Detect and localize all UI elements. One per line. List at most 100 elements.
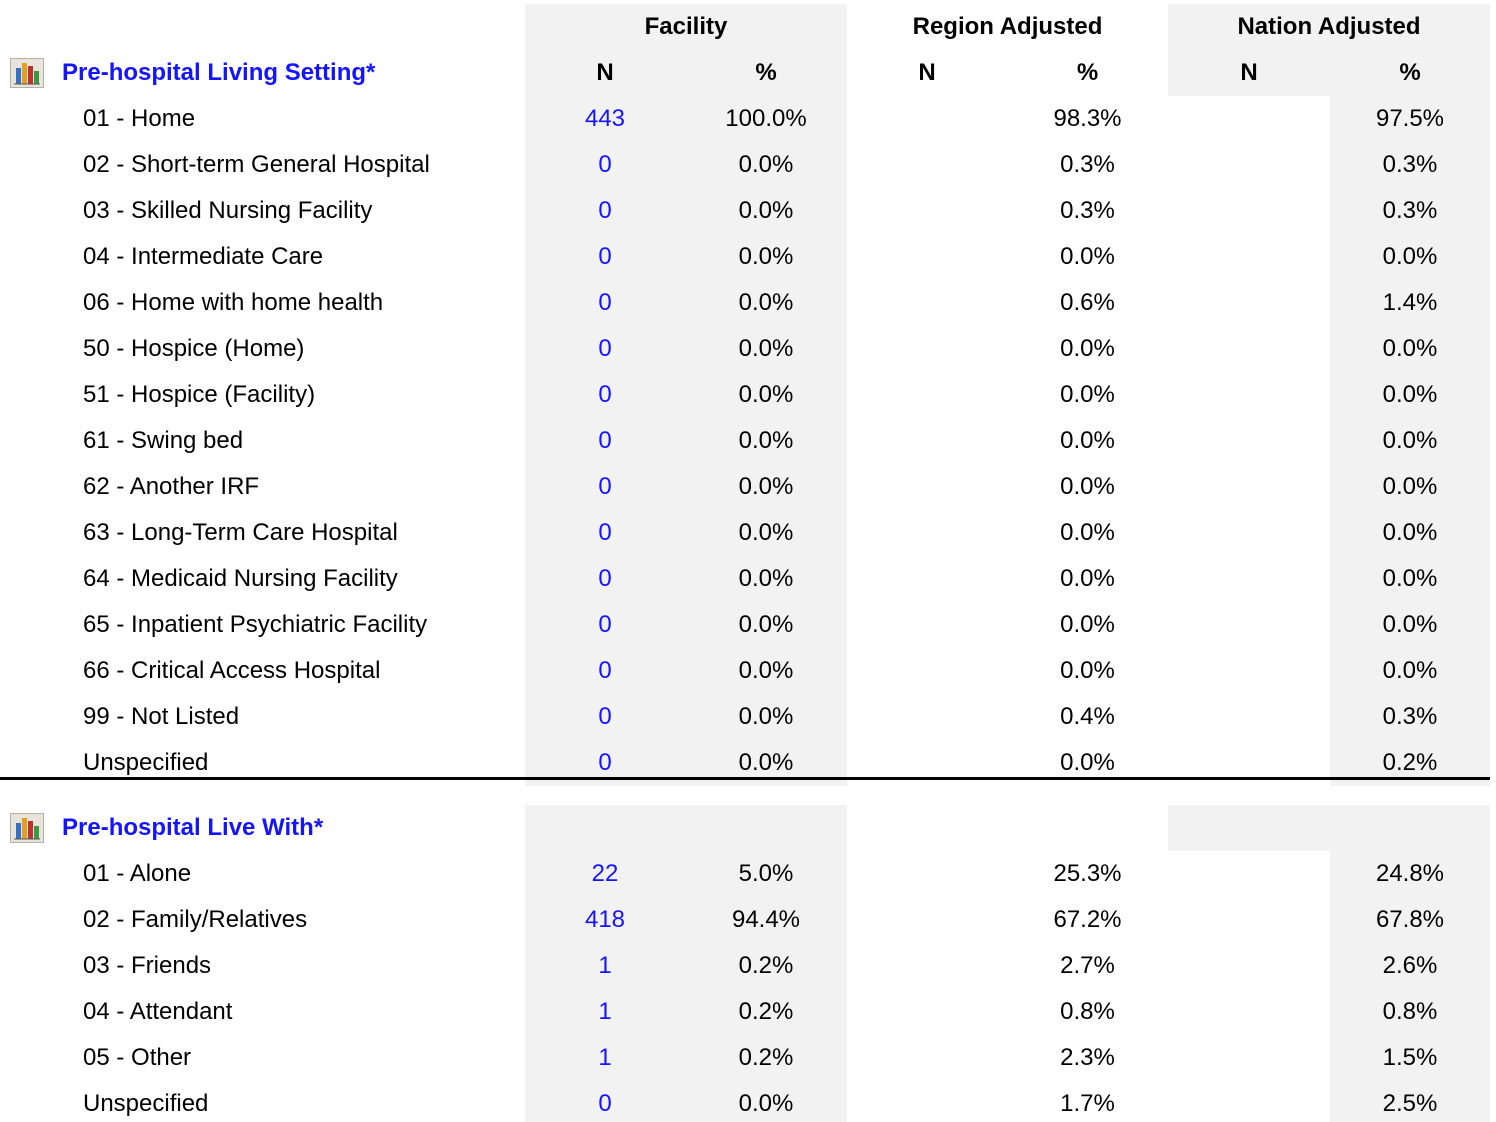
cell-background: [525, 805, 847, 851]
cell-background: [1330, 280, 1490, 326]
region-percent: 0.0%: [1060, 427, 1115, 454]
region-percent: 2.3%: [1060, 1044, 1115, 1071]
count-link[interactable]: 0: [598, 703, 612, 730]
cell-background: [1330, 96, 1490, 142]
facility-percent: 0.0%: [738, 151, 794, 178]
cell-background: [1330, 372, 1490, 418]
region-percent: 0.6%: [1060, 289, 1115, 316]
row-label: 51 - Hospice (Facility): [83, 381, 316, 408]
row-label: 50 - Hospice (Home): [83, 335, 305, 362]
nation-percent: 0.2%: [1382, 749, 1438, 776]
nation-percent: 97.5%: [1375, 105, 1445, 132]
nation-percent: 2.6%: [1382, 952, 1438, 979]
cell-background: [525, 1081, 847, 1122]
count-link[interactable]: 0: [598, 197, 612, 224]
region-percent: 0.0%: [1060, 335, 1115, 362]
region-percent: 0.3%: [1060, 151, 1115, 178]
nation-percent: 0.0%: [1382, 473, 1438, 500]
cell-background: [1330, 1081, 1490, 1122]
count-link[interactable]: 0: [598, 381, 612, 408]
facility-percent: 100.0%: [725, 105, 807, 132]
count-link[interactable]: 0: [598, 427, 612, 454]
row-label: 03 - Friends: [83, 952, 212, 979]
cell-background: [1330, 989, 1490, 1035]
nation-percent: 0.8%: [1382, 998, 1438, 1025]
count-link[interactable]: 0: [598, 657, 612, 684]
count-link[interactable]: 1: [598, 998, 612, 1025]
cell-background: [1330, 943, 1490, 989]
column-group-header: Region Adjusted: [912, 13, 1103, 40]
region-percent: 0.0%: [1060, 565, 1115, 592]
chart-icon[interactable]: [10, 58, 44, 88]
column-group-header: Nation Adjusted: [1237, 13, 1421, 40]
count-link[interactable]: 0: [598, 611, 612, 638]
row-label: Unspecified: [83, 749, 209, 776]
region-percent: 0.4%: [1060, 703, 1115, 730]
count-link[interactable]: 0: [598, 565, 612, 592]
chart-icon[interactable]: [10, 813, 44, 843]
facility-percent: 0.2%: [738, 952, 794, 979]
section-title-link[interactable]: Pre-hospital Live With*: [62, 814, 324, 841]
count-link[interactable]: 0: [598, 151, 612, 178]
region-percent: 0.3%: [1060, 197, 1115, 224]
count-link[interactable]: 1: [598, 952, 612, 979]
facility-percent: 0.2%: [738, 998, 794, 1025]
row-label: 63 - Long-Term Care Hospital: [83, 519, 398, 546]
column-header: N: [1240, 59, 1258, 86]
cell-background: [1330, 234, 1490, 280]
row-label: 66 - Critical Access Hospital: [83, 657, 381, 684]
chart-icon-graphic: [10, 58, 44, 88]
count-link[interactable]: 418: [584, 906, 626, 933]
nation-percent: 0.0%: [1382, 243, 1438, 270]
facility-percent: 0.0%: [738, 519, 794, 546]
count-link[interactable]: 0: [598, 749, 612, 776]
count-link[interactable]: 22: [591, 860, 619, 887]
section-title-link[interactable]: Pre-hospital Living Setting*: [62, 59, 376, 86]
facility-percent: 0.0%: [738, 197, 794, 224]
nation-percent: 67.8%: [1375, 906, 1445, 933]
cell-background: [1330, 142, 1490, 188]
facility-percent: 0.0%: [738, 565, 794, 592]
row-label: 04 - Attendant: [83, 998, 233, 1025]
nation-percent: 0.0%: [1382, 657, 1438, 684]
nation-percent: 24.8%: [1375, 860, 1445, 887]
cell-background: [525, 602, 847, 648]
count-link[interactable]: 1: [598, 1044, 612, 1071]
row-label: 02 - Short-term General Hospital: [83, 151, 430, 178]
region-percent: 25.3%: [1053, 860, 1122, 887]
row-label: 06 - Home with home health: [83, 289, 384, 316]
cell-background: [525, 418, 847, 464]
cell-background: [1330, 1035, 1490, 1081]
row-label: 04 - Intermediate Care: [83, 243, 324, 270]
cell-background: [525, 556, 847, 602]
count-link[interactable]: 0: [598, 519, 612, 546]
region-percent: 0.0%: [1060, 473, 1115, 500]
row-label: 61 - Swing bed: [83, 427, 244, 454]
nation-percent: 0.0%: [1382, 565, 1438, 592]
facility-percent: 0.2%: [738, 1044, 794, 1071]
cell-background: [525, 510, 847, 556]
facility-percent: 94.4%: [731, 906, 801, 933]
region-percent: 0.0%: [1060, 657, 1115, 684]
cell-background: [525, 648, 847, 694]
count-link[interactable]: 0: [598, 243, 612, 270]
column-header: N: [596, 59, 614, 86]
cell-background: [1330, 188, 1490, 234]
cell-background: [525, 372, 847, 418]
facility-percent: 0.0%: [738, 243, 794, 270]
cell-background: [1168, 805, 1490, 851]
row-label: 65 - Inpatient Psychiatric Facility: [83, 611, 428, 638]
region-percent: 98.3%: [1053, 105, 1122, 132]
count-link[interactable]: 0: [598, 335, 612, 362]
count-link[interactable]: 0: [598, 289, 612, 316]
count-link[interactable]: 0: [598, 473, 612, 500]
facility-percent: 0.0%: [738, 427, 794, 454]
cell-background: [1330, 510, 1490, 556]
row-label: 64 - Medicaid Nursing Facility: [83, 565, 398, 592]
section-separator: [0, 777, 1490, 780]
facility-percent: 0.0%: [738, 289, 794, 316]
count-link[interactable]: 443: [584, 105, 626, 132]
count-link[interactable]: 0: [598, 1090, 612, 1117]
nation-percent: 0.0%: [1382, 611, 1438, 638]
